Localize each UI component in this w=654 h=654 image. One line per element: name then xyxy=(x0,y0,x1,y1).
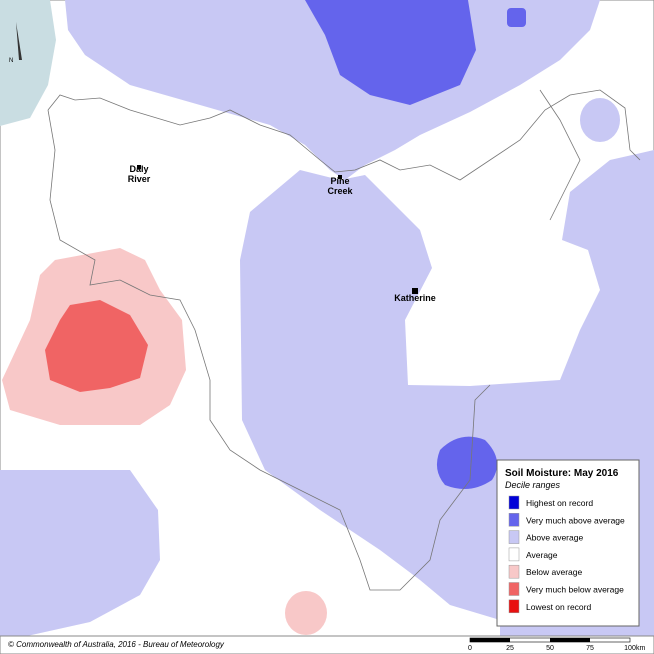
legend-box xyxy=(496,459,640,627)
place-label: Katherine xyxy=(394,293,436,303)
scale-label: 25 xyxy=(506,645,514,652)
legend-swatch xyxy=(508,599,520,614)
scale-segment xyxy=(550,638,590,642)
legend-label: Average xyxy=(526,550,558,560)
north-arrow: N xyxy=(9,22,22,64)
scale-unit: km xyxy=(636,645,646,652)
legend-title: Soil Moisture: May 2016 xyxy=(505,468,619,479)
scale-label: 100 xyxy=(624,645,636,652)
place-label: Creek xyxy=(327,186,353,196)
scale-label: 75 xyxy=(586,645,594,652)
legend-swatch xyxy=(508,513,520,527)
place-marker xyxy=(412,288,418,294)
legend-swatch xyxy=(508,564,520,579)
boundary xyxy=(47,109,491,591)
below-average-area xyxy=(285,591,327,635)
legend-subtitle: Decile ranges xyxy=(505,480,561,490)
legend-label: Below average xyxy=(526,567,583,577)
legend-swatch xyxy=(508,582,520,596)
legend-label: Very much below average xyxy=(526,585,624,595)
sea xyxy=(0,0,56,126)
legend-items: Highest on record Very much above average… xyxy=(508,495,625,614)
legend-label: Highest on record xyxy=(526,498,593,508)
boundary xyxy=(47,89,641,181)
legend: Soil Moisture: May 2016 Decile ranges Hi… xyxy=(496,459,640,627)
legend-label: Above average xyxy=(526,533,583,543)
svg-text:N: N xyxy=(9,58,13,64)
very-much-above-area xyxy=(305,0,476,105)
boundary xyxy=(539,89,581,221)
place-label: Daly xyxy=(129,164,148,174)
above-average-area xyxy=(0,470,160,642)
scale-label: 50 xyxy=(546,645,554,652)
scale-label: 0 xyxy=(468,645,472,652)
very-much-above-area xyxy=(436,436,498,489)
place-marker xyxy=(338,175,342,179)
legend-label: Lowest on record xyxy=(526,602,591,612)
very-much-below-area xyxy=(45,300,148,392)
place-label: River xyxy=(128,174,151,184)
credit: © Commonwealth of Australia, 2016 - Bure… xyxy=(8,640,225,649)
scale-bar: 0 25 50 75 100 km xyxy=(468,637,646,652)
legend-swatch xyxy=(508,530,520,544)
legend-label: Very much above average xyxy=(526,515,625,525)
very-much-above-area xyxy=(507,8,526,27)
scale-segment xyxy=(470,638,510,642)
legend-swatch xyxy=(508,547,520,562)
place-label: Pine xyxy=(330,176,349,186)
legend-swatch xyxy=(508,495,520,510)
place-marker xyxy=(137,165,141,169)
above-average-area xyxy=(580,98,620,142)
